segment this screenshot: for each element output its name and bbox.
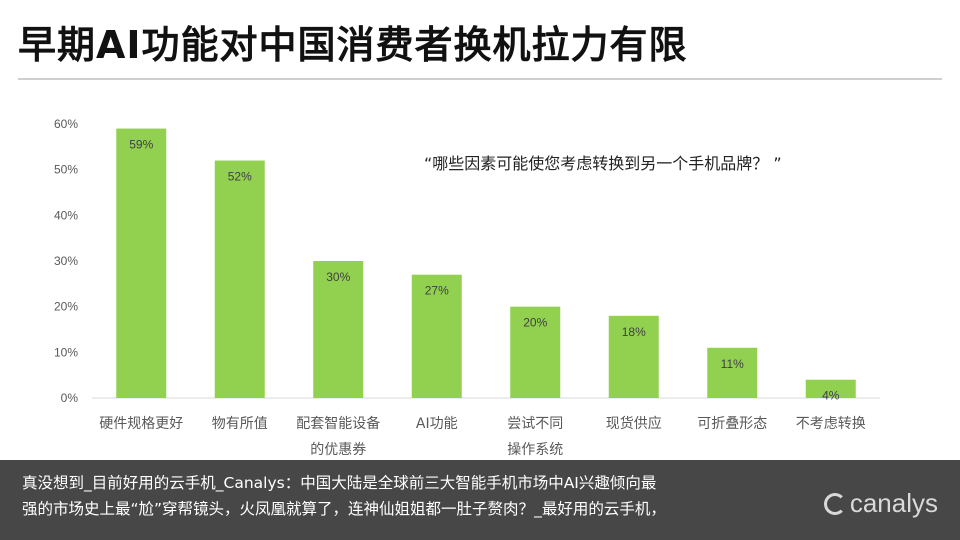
y-tick-label: 50%: [54, 163, 78, 177]
y-tick-label: 40%: [54, 208, 78, 222]
bar-value-label: 18%: [622, 325, 646, 339]
bar-value-label: 27%: [425, 284, 449, 298]
y-tick-label: 20%: [54, 300, 78, 314]
bar-value-label: 20%: [523, 316, 547, 330]
bar: [608, 315, 659, 398]
x-category-label: 现货供应: [606, 415, 662, 432]
x-category-label: AI功能: [416, 416, 458, 432]
canalys-logo-icon: [823, 492, 846, 515]
x-category-label: 配套智能设备: [296, 415, 380, 432]
bar-value-label: 52%: [228, 170, 252, 184]
caption-line-2: 强的市场史上最“尬”穿帮镜头，火凤凰就算了，连神仙姐姐都一肚子赘肉？_最好用的云…: [22, 500, 666, 518]
logo-text: canalys: [849, 488, 938, 518]
x-category-label: 可折叠形态: [697, 416, 767, 432]
bar: [116, 128, 167, 399]
bar: [510, 306, 561, 398]
bar-chart: 0% 10% 20% 30% 40% 50% 60% 59% 硬件规格更好 52% 物有所值 30% 配…: [54, 117, 880, 458]
bar-value-label: 4%: [822, 389, 840, 403]
bar: [214, 160, 265, 398]
x-category-label: 硬件规格更好: [99, 416, 183, 432]
bar-value-label: 30%: [326, 270, 350, 284]
y-tick-label: 0%: [61, 391, 79, 405]
bar-value-label: 59%: [129, 138, 153, 152]
bar: [313, 261, 364, 398]
caption-line-1: 真没想到_目前好用的云手机_Canalys：中国大陆是全球前三大智能手机市场中A…: [22, 474, 657, 492]
x-category-label: 物有所值: [212, 416, 268, 432]
y-tick-label: 60%: [54, 117, 78, 131]
bar: [411, 274, 462, 398]
x-category-label: 尝试不同: [507, 416, 563, 432]
bar: [707, 347, 758, 398]
x-category-label: 操作系统: [507, 442, 563, 458]
x-category-label: 的优惠券: [310, 442, 366, 458]
bar-value-label: 11%: [721, 357, 744, 371]
caption-overlay: 真没想到_目前好用的云手机_Canalys：中国大陆是全球前三大智能手机市场中A…: [0, 460, 960, 540]
x-category-label: 不考虑转换: [796, 415, 866, 432]
title-divider: [18, 78, 942, 80]
survey-question: “哪些因素可能使您考虑转换到另一个手机品牌？ ”: [424, 154, 782, 173]
y-tick-label: 30%: [54, 254, 78, 268]
bar: [805, 379, 856, 398]
y-tick-label: 10%: [54, 345, 78, 359]
canalys-logo: canalys: [823, 488, 938, 519]
slide-title: 早期AI功能对中国消费者换机拉力有限: [18, 23, 688, 67]
